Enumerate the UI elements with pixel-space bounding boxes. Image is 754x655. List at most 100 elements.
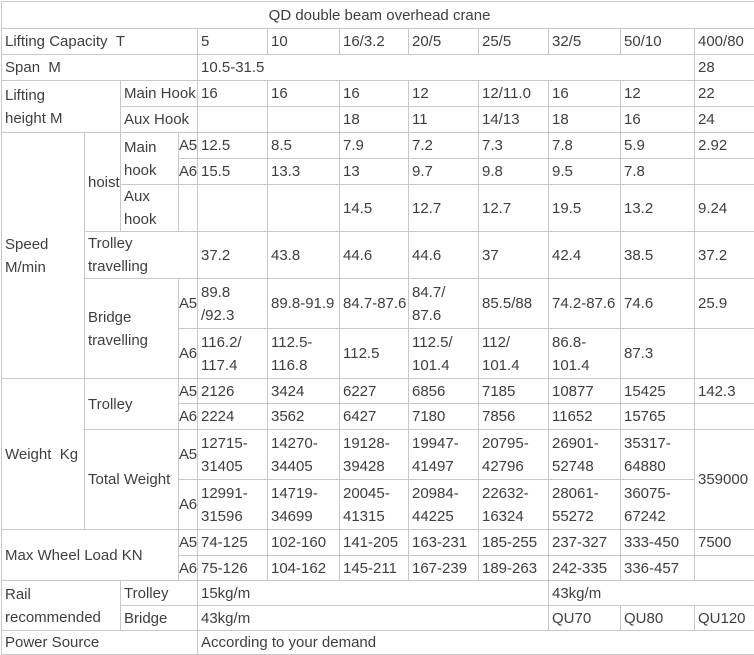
value-cell: QU120 (695, 606, 754, 631)
main-hook-label: Main Hook (121, 81, 198, 107)
value-cell: 43kg/m (198, 606, 549, 631)
value-cell: 2224 (198, 404, 268, 430)
value-cell: 12.7 (409, 185, 479, 232)
value-cell: 16 (549, 81, 621, 107)
value-cell: 13.3 (268, 159, 340, 185)
value-cell: 7.3 (479, 133, 549, 159)
value-cell: 32/5 (549, 29, 621, 55)
value-cell: 20984- 44225 (409, 480, 479, 530)
value-cell: 102-160 (268, 530, 340, 556)
value-cell: 38.5 (621, 232, 695, 279)
value-cell: 12715- 31405 (198, 430, 268, 480)
value-cell: 359000 (695, 430, 754, 530)
total-weight-label: Total Weight (85, 430, 179, 530)
value-cell: 7500 (695, 530, 754, 556)
value-cell: 28 (695, 55, 754, 81)
value-cell: 10.5-31.5 (198, 55, 695, 81)
trolley-travelling-label: Trolley travelling (85, 232, 198, 279)
title-row: QD double beam overhead crane (2, 2, 754, 29)
value-cell: 5 (198, 29, 268, 55)
value-cell: 18 (340, 107, 409, 133)
value-cell (695, 159, 754, 185)
value-cell: 20795- 42796 (479, 430, 549, 480)
value-cell: 7856 (479, 404, 549, 430)
value-cell: 14719- 34699 (268, 480, 340, 530)
class-a5-label: A5 (179, 430, 198, 480)
value-cell: 11 (409, 107, 479, 133)
value-cell: 14.5 (340, 185, 409, 232)
class-a6-label: A6 (179, 329, 198, 379)
value-cell: 333-450 (621, 530, 695, 556)
value-cell: 189-263 (479, 556, 549, 581)
value-cell: 74.6 (621, 279, 695, 329)
value-cell: 336-457 (621, 556, 695, 581)
trolley-weight-label: Trolley (85, 379, 179, 430)
value-cell: 145-211 (340, 556, 409, 581)
value-cell: 10 (268, 29, 340, 55)
value-cell: 2126 (198, 379, 268, 404)
value-cell: QU80 (621, 606, 695, 631)
value-cell: 50/10 (621, 29, 695, 55)
value-cell: 141-205 (340, 530, 409, 556)
value-cell (198, 185, 268, 232)
value-cell: 3562 (268, 404, 340, 430)
value-cell: 43kg/m (549, 581, 754, 606)
value-cell: 2.92 (695, 133, 754, 159)
span-label: Span M (2, 55, 198, 81)
value-cell: 142.3 (695, 379, 754, 404)
value-cell: 167-239 (409, 556, 479, 581)
bridge-travelling-label: Bridge travelling (85, 279, 179, 379)
weight-label: Weight Kg (2, 379, 85, 530)
class-a6-label: A6 (179, 556, 198, 581)
class-a5-label: A5 (179, 379, 198, 404)
value-cell: 24 (695, 107, 754, 133)
value-cell: 37 (479, 232, 549, 279)
class-a5-label: A5 (179, 530, 198, 556)
value-cell: 20/5 (409, 29, 479, 55)
class-a6-label: A6 (179, 404, 198, 430)
value-cell: 44.6 (340, 232, 409, 279)
value-cell: 28061- 55272 (549, 480, 621, 530)
value-cell: 19947- 41497 (409, 430, 479, 480)
value-cell: 19.5 (549, 185, 621, 232)
value-cell: 185-255 (479, 530, 549, 556)
value-cell: 11652 (549, 404, 621, 430)
value-cell: 13.2 (621, 185, 695, 232)
value-cell: 163-231 (409, 530, 479, 556)
value-cell: 400/80 (695, 29, 754, 55)
value-cell (695, 329, 754, 379)
rail-trolley-label: Trolley (121, 581, 198, 606)
hoist-main-hook-label: Main hook (121, 133, 179, 185)
value-cell (268, 185, 340, 232)
value-cell: 22 (695, 81, 754, 107)
value-cell: 7180 (409, 404, 479, 430)
value-cell: 7.2 (409, 133, 479, 159)
value-cell: 12.5 (198, 133, 268, 159)
value-cell: 22632- 16324 (479, 480, 549, 530)
value-cell: 12 (409, 81, 479, 107)
value-cell: 15kg/m (198, 581, 549, 606)
value-cell: 242-335 (549, 556, 621, 581)
value-cell: 7185 (479, 379, 549, 404)
value-cell (268, 107, 340, 133)
value-cell: 6427 (340, 404, 409, 430)
value-cell: 6227 (340, 379, 409, 404)
value-cell: 112.5/ 101.4 (409, 329, 479, 379)
value-cell: 19128- 39428 (340, 430, 409, 480)
value-cell: 10877 (549, 379, 621, 404)
value-cell: 26901- 52748 (549, 430, 621, 480)
rail-recommended-label: Rail recommended (2, 581, 121, 631)
value-cell: 42.4 (549, 232, 621, 279)
value-cell: 16 (340, 81, 409, 107)
value-cell: 25/5 (479, 29, 549, 55)
class-a6-label: A6 (179, 159, 198, 185)
